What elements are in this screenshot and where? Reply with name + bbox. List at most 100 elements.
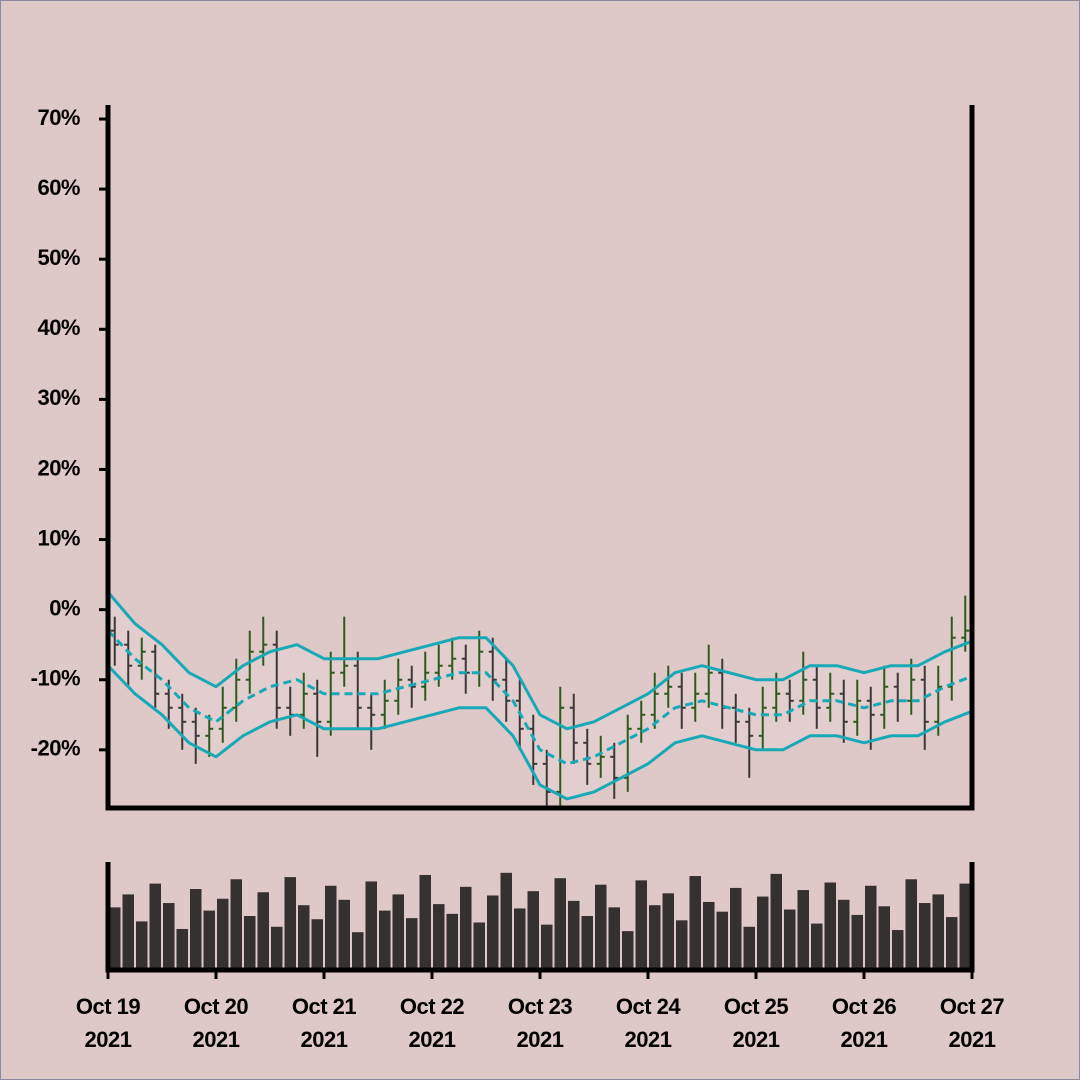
x-tick-label: Oct 22: [400, 994, 465, 1019]
volume-bar: [905, 879, 917, 970]
x-tick-label: Oct 24: [616, 994, 682, 1019]
volume-bar: [892, 930, 904, 970]
volume-bar: [487, 895, 499, 970]
volume-bar: [554, 878, 566, 970]
price-axes: [105, 105, 975, 811]
volume-bar: [743, 926, 755, 970]
volume-bar: [865, 885, 877, 970]
volume-bar: [460, 886, 472, 970]
volume-bar: [230, 879, 242, 970]
volume-bar: [676, 920, 688, 970]
volume-bar: [203, 910, 215, 970]
band-fill: [108, 592, 972, 799]
y-tick-label: 70%: [37, 105, 80, 130]
y-tick-label: 20%: [37, 455, 80, 480]
volume-bar: [959, 883, 971, 970]
x-tick-label: Oct 21: [292, 994, 357, 1019]
volume-bar: [284, 877, 296, 970]
volume-bar: [149, 883, 161, 970]
volume-bar: [527, 891, 539, 970]
volume-bar: [433, 904, 445, 970]
x-tick-label: Oct 23: [508, 994, 573, 1019]
volume-bar: [298, 905, 310, 970]
volume-bar: [730, 887, 742, 970]
volume-bar: [662, 893, 674, 970]
volume-bar: [257, 892, 269, 970]
volume-bar: [217, 898, 229, 970]
volume-bar: [271, 926, 283, 970]
volume-bar: [500, 872, 512, 970]
volume-bar: [649, 905, 661, 970]
volume-bar: [581, 916, 593, 970]
volume-bar: [716, 911, 728, 970]
volume-bar: [878, 906, 890, 970]
volume-bar: [419, 874, 431, 970]
volume-bar: [109, 907, 121, 970]
y-tick-label: -20%: [31, 736, 80, 761]
volume-bar: [473, 922, 485, 970]
x-tick-label: 2021: [733, 1027, 780, 1052]
volume-bar: [824, 882, 836, 970]
y-tick-label: 60%: [37, 175, 80, 200]
volume-bar: [352, 932, 364, 970]
x-tick-label: 2021: [949, 1027, 996, 1052]
volume-bar: [122, 894, 134, 970]
x-tick-label: Oct 20: [184, 994, 249, 1019]
volume-bar: [311, 919, 323, 970]
volume-bar: [811, 923, 823, 970]
volume-bar: [797, 890, 809, 970]
y-tick-label: 10%: [37, 525, 80, 550]
x-tick-label: 2021: [517, 1027, 564, 1052]
x-tick-label: 2021: [409, 1027, 456, 1052]
volume-bar: [851, 914, 863, 970]
volume-bar: [622, 931, 634, 970]
volume-bar: [244, 916, 256, 970]
volume-bar: [946, 917, 958, 970]
volume-bar: [136, 921, 148, 970]
y-tick-label: 0%: [49, 595, 80, 620]
y-tick-label: 30%: [37, 385, 80, 410]
volume-bar: [190, 889, 202, 970]
volume-bar: [446, 913, 458, 970]
y-tick-label: -10%: [31, 666, 80, 691]
volume-bar: [608, 907, 620, 970]
x-tick-label: Oct 25: [724, 994, 789, 1019]
volume-bar: [392, 894, 404, 970]
x-tick-label: Oct 19: [76, 994, 141, 1019]
y-tick-label: 40%: [37, 315, 80, 340]
volume-bar: [784, 909, 796, 970]
volume-bar: [770, 873, 782, 970]
band-middle: [106, 629, 973, 766]
volume-bar: [514, 908, 526, 970]
y-tick-label: 50%: [37, 245, 80, 270]
volume-bar: [919, 903, 931, 970]
band-upper: [106, 591, 973, 731]
x-tick-label: 2021: [85, 1027, 132, 1052]
x-tick-label: 2021: [841, 1027, 888, 1052]
x-tick-label: Oct 26: [832, 994, 897, 1019]
volume-bar: [338, 899, 350, 970]
volume-bar: [406, 918, 418, 970]
volume-bar: [595, 884, 607, 970]
x-tick-label: 2021: [301, 1027, 348, 1052]
volume-bar: [365, 881, 377, 970]
volume-bar: [379, 910, 391, 970]
volume-bar: [838, 899, 850, 970]
volume-bar: [932, 894, 944, 970]
volume-bar: [541, 924, 553, 970]
volume-bar: [703, 901, 715, 970]
volume-bar: [176, 928, 188, 970]
volume-bar: [325, 885, 337, 970]
x-tick-label: Oct 27: [940, 994, 1005, 1019]
x-tick-label: 2021: [193, 1027, 240, 1052]
volume-bar: [635, 880, 647, 970]
volume-bar: [163, 903, 175, 970]
volume-bar: [757, 896, 769, 970]
volume-bar: [689, 876, 701, 970]
x-tick-label: 2021: [625, 1027, 672, 1052]
band-lower: [106, 664, 973, 801]
volume-bar: [568, 900, 580, 970]
